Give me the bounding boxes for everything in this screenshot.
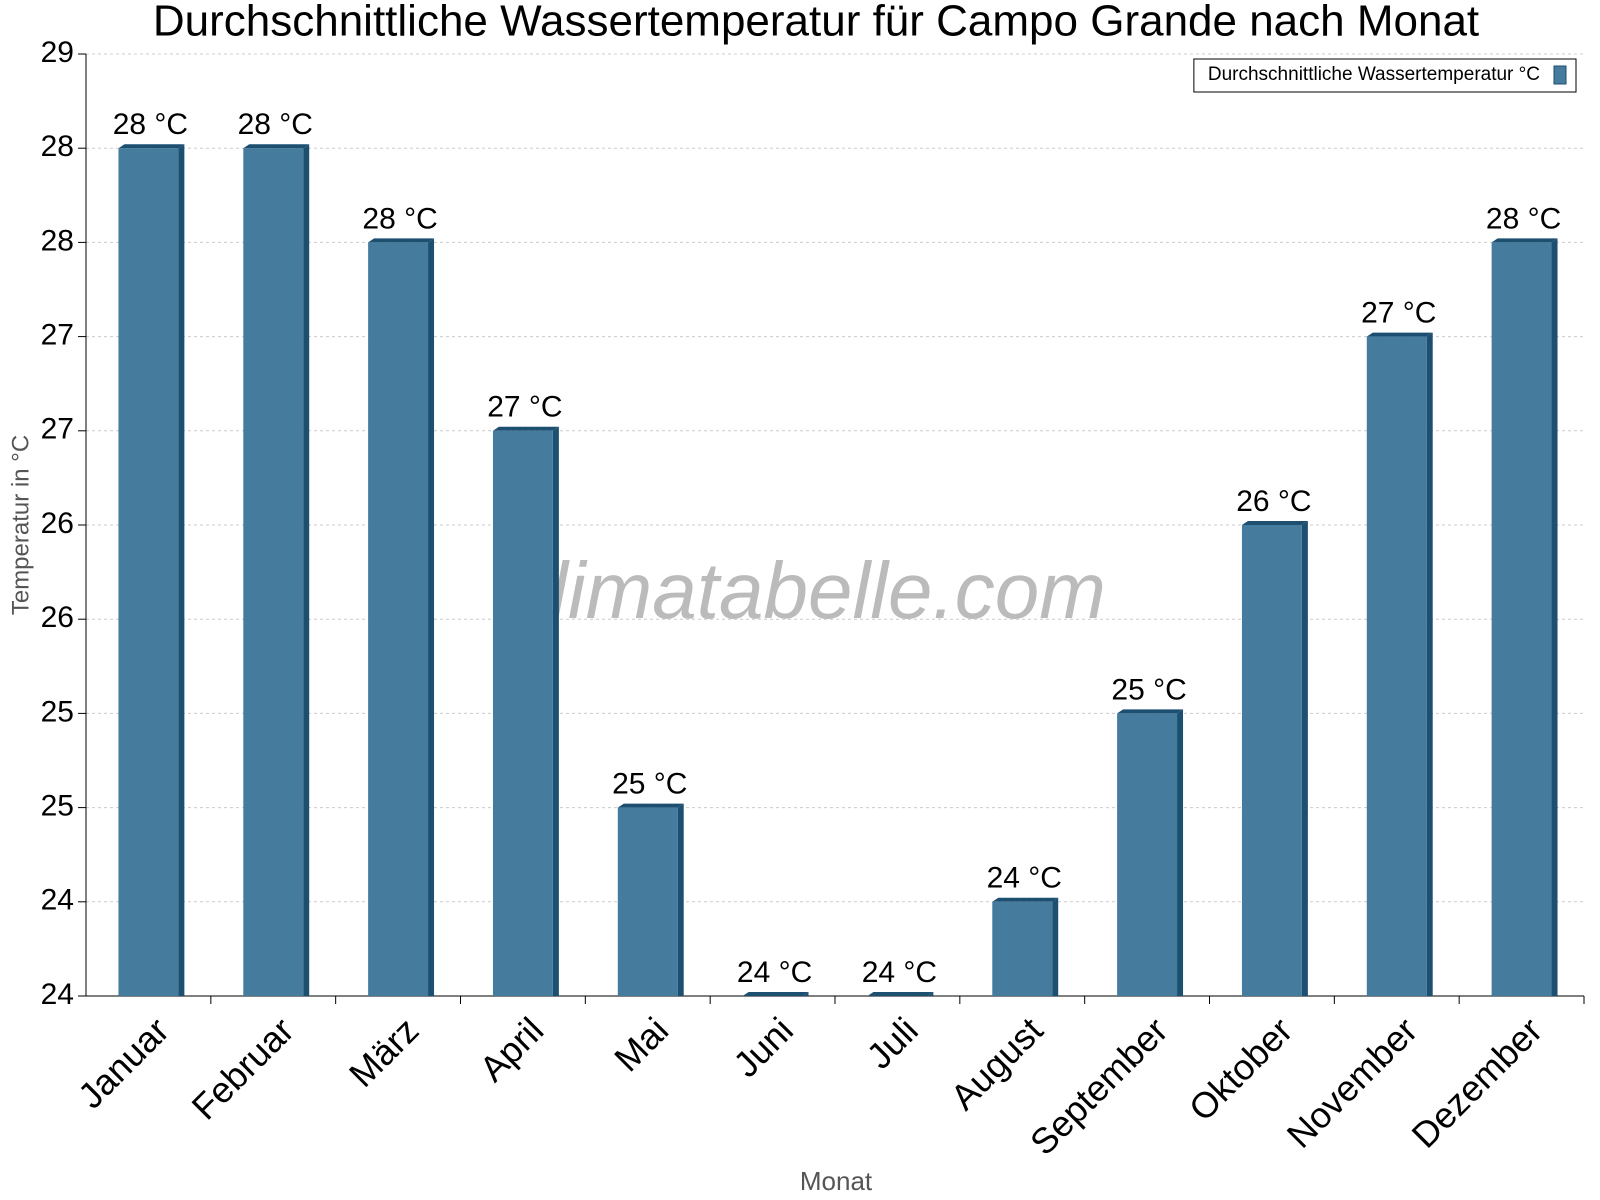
value-label: 28 °C <box>1486 202 1561 235</box>
y-tick-label: 24 <box>41 884 74 917</box>
watermark: klimatabelle.com <box>510 546 1106 635</box>
legend-box <box>1193 58 1577 93</box>
y-axis-label: Temperatur in °C <box>7 435 34 615</box>
bar <box>368 242 429 996</box>
value-label: 25 °C <box>612 768 687 801</box>
bar-side <box>552 426 559 996</box>
x-tick-label: Juni <box>725 1009 801 1085</box>
bar-top <box>243 144 310 149</box>
value-label: 28 °C <box>362 202 437 235</box>
x-tick-label: Oktober <box>1181 1009 1301 1129</box>
x-tick-label: März <box>341 1009 427 1095</box>
bar-side <box>1426 332 1433 997</box>
bar-side <box>1177 709 1184 996</box>
value-label: 28 °C <box>113 108 188 141</box>
value-label: 25 °C <box>1111 673 1186 706</box>
bar <box>1491 242 1552 996</box>
x-axis-label: Monat <box>800 1166 873 1196</box>
value-label: 28 °C <box>238 108 313 141</box>
x-tick-label: August <box>942 1009 1050 1117</box>
bar-side <box>178 144 185 996</box>
bar-side <box>303 144 310 996</box>
y-tick-label: 27 <box>41 319 74 352</box>
x-tick-label: Mai <box>606 1009 676 1079</box>
legend: Durchschnittliche Wassertemperatur °C <box>1193 58 1577 93</box>
bar <box>492 430 553 996</box>
bar <box>1241 525 1302 996</box>
y-tick-label: 24 <box>41 978 74 1011</box>
x-tick-label: Juli <box>859 1009 926 1076</box>
bar-side <box>677 803 684 996</box>
value-label: 27 °C <box>487 391 562 424</box>
bar-top <box>992 897 1059 902</box>
y-tick-label: 25 <box>41 695 74 728</box>
y-tick-label: 28 <box>41 224 74 257</box>
value-label: 24 °C <box>737 956 812 989</box>
bar-top <box>492 426 559 431</box>
bar-side <box>428 238 435 996</box>
x-tick-label: Dezember <box>1404 1009 1550 1155</box>
bar-top <box>867 992 934 996</box>
x-tick-label: Februar <box>184 1009 302 1127</box>
legend-swatch <box>1553 65 1567 85</box>
bar-top <box>617 803 684 808</box>
bar <box>617 807 678 996</box>
y-tick-label: 26 <box>41 601 74 634</box>
bar-top <box>368 238 435 243</box>
bar-top <box>742 992 809 996</box>
y-tick-label: 26 <box>41 507 74 540</box>
value-label: 24 °C <box>862 956 937 989</box>
y-tick-label: 29 <box>41 36 74 69</box>
bar-top <box>1491 238 1558 243</box>
legend-label: Durchschnittliche Wassertemperatur °C <box>1208 64 1540 85</box>
bar <box>243 148 304 996</box>
x-tick-label: April <box>471 1009 551 1089</box>
bar <box>118 148 179 996</box>
bar <box>1366 336 1427 997</box>
bar-top <box>118 144 185 149</box>
value-label: 26 °C <box>1236 485 1311 518</box>
bar-top <box>1117 709 1184 714</box>
value-label: 27 °C <box>1361 297 1436 330</box>
bar-side <box>1301 521 1308 996</box>
bar-side <box>1551 238 1558 996</box>
bar-side <box>1052 897 1059 996</box>
value-label: 24 °C <box>987 862 1062 895</box>
y-tick-label: 25 <box>41 790 74 823</box>
bar <box>1117 713 1178 996</box>
y-tick-label: 28 <box>41 130 74 163</box>
x-tick-label: September <box>1022 1009 1176 1163</box>
bar <box>992 901 1053 996</box>
bar-top <box>1366 332 1433 337</box>
y-tick-label: 27 <box>41 413 74 446</box>
bar-top <box>1241 521 1308 525</box>
chart-title: Durchschnittliche Wassertemperatur für C… <box>153 0 1479 46</box>
x-tick-label: November <box>1279 1009 1425 1155</box>
x-tick-label: Januar <box>70 1009 177 1116</box>
